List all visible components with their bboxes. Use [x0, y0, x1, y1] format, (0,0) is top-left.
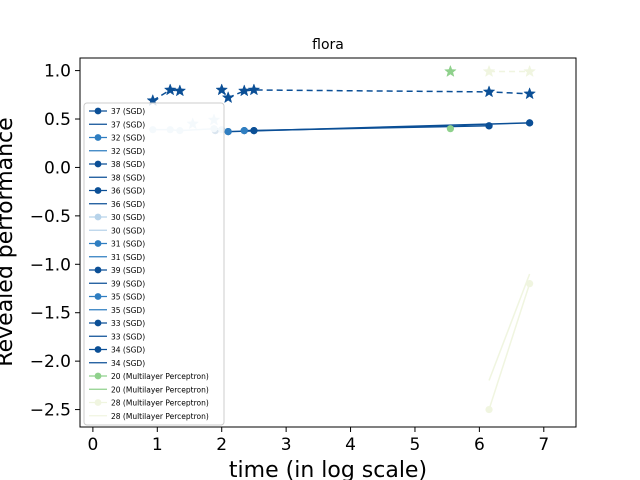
legend-label: 34 (SGD) [111, 359, 145, 368]
x-tick-label: 7 [538, 435, 549, 455]
y-tick-label: 1.0 [44, 62, 71, 82]
legend-label: 38 (SGD) [111, 173, 145, 182]
star-marker [523, 64, 537, 77]
data-point [240, 127, 248, 135]
x-tick-label: 6 [474, 435, 485, 455]
legend-label: 39 (SGD) [111, 279, 145, 288]
legend-marker [94, 240, 102, 247]
star-marker [482, 85, 496, 98]
x-tick-label: 2 [216, 435, 227, 455]
legend-marker [94, 346, 102, 353]
y-tick-label: −2.0 [30, 352, 71, 372]
star-marker [237, 84, 251, 97]
y-tick-label: −0.5 [30, 207, 71, 227]
data-point [485, 405, 493, 414]
legend-label: 39 (SGD) [111, 266, 145, 275]
legend-label: 31 (SGD) [111, 253, 145, 262]
x-tick-label: 4 [345, 435, 356, 455]
legend-label: 32 (SGD) [111, 147, 145, 156]
star-marker [247, 83, 261, 96]
legend-box [83, 102, 225, 426]
x-tick-label: 5 [410, 435, 421, 455]
legend-label: 33 (SGD) [111, 319, 145, 328]
legend-label: 32 (SGD) [111, 134, 145, 143]
star-series-line [221, 89, 530, 99]
data-point [224, 128, 232, 136]
y-tick-label: −2.5 [30, 401, 71, 421]
star-marker [215, 83, 229, 96]
x-axis-label: time (in log scale) [229, 458, 427, 480]
legend-label: 34 (SGD) [111, 346, 145, 355]
legend-label: 38 (SGD) [111, 160, 145, 169]
legend-marker [94, 372, 102, 380]
legend-marker [94, 293, 102, 300]
star-marker [221, 90, 235, 104]
legend-label: 37 (SGD) [111, 120, 145, 129]
legend-label: 35 (SGD) [111, 306, 145, 315]
legend-label: 20 (Multilayer Perceptron) [111, 372, 209, 381]
legend-marker [94, 187, 102, 194]
legend-label: 35 (SGD) [111, 293, 145, 302]
legend-label: 31 (SGD) [111, 240, 145, 249]
legend-marker [94, 107, 102, 115]
star-marker [482, 64, 496, 77]
y-tick-label: −1.5 [30, 304, 71, 324]
star-marker [163, 83, 177, 96]
data-point [250, 127, 258, 135]
y-axis-label: Revealed performance [0, 117, 18, 366]
data-point [526, 119, 534, 127]
legend-marker [94, 266, 102, 274]
data-point [485, 122, 493, 130]
series-line [488, 283, 531, 410]
legend-label: 30 (SGD) [111, 213, 145, 222]
legend-label: 28 (Multilayer Perceptron) [111, 412, 209, 421]
y-tick-label: 0.5 [44, 110, 71, 130]
data-point [446, 125, 454, 133]
legend: 37 (SGD) 37 (SGD) 32 (SGD) 32 (SGD) 38 (SGD)… [83, 102, 225, 426]
y-tick-label: 0.0 [44, 158, 71, 178]
legend-label: 33 (SGD) [111, 332, 145, 341]
y-axis: 1.0 0.5 0.0 −0.5 −1.0 −1.5 −2.0 −2.5 [30, 62, 80, 421]
x-tick-label: 0 [87, 435, 98, 455]
legend-marker [94, 213, 102, 221]
y-tick-label: −1.0 [30, 255, 71, 275]
data-point [526, 280, 534, 288]
legend-marker [94, 134, 102, 141]
legend-marker [94, 160, 102, 168]
x-axis: 0 1 2 3 4 5 6 7 [87, 427, 549, 455]
legend-label: 36 (SGD) [111, 187, 145, 196]
star-marker [444, 64, 457, 77]
chart-title: flora [312, 37, 344, 53]
x-tick-label: 3 [281, 435, 292, 455]
legend-marker [94, 319, 102, 327]
legend-label: 20 (Multilayer Perceptron) [111, 385, 209, 394]
legend-label: 30 (SGD) [111, 226, 145, 235]
legend-label: 36 (SGD) [111, 200, 145, 209]
legend-marker [94, 399, 102, 406]
star-marker [523, 87, 537, 100]
legend-label: 28 (Multilayer Perceptron) [111, 399, 209, 408]
series-line [488, 273, 531, 381]
x-tick-label: 1 [152, 435, 163, 455]
star-marker [173, 84, 187, 97]
legend-label: 37 (SGD) [111, 107, 145, 116]
axes-frame [79, 57, 577, 428]
